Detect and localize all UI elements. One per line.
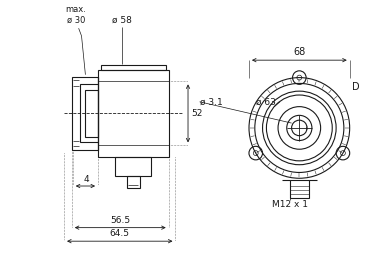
Text: 64.5: 64.5 <box>110 229 130 238</box>
Text: 4: 4 <box>84 175 90 184</box>
Text: ø 3.1: ø 3.1 <box>200 97 222 106</box>
Text: 56.5: 56.5 <box>110 216 130 225</box>
Bar <box>98 70 169 157</box>
Text: M12 x 1: M12 x 1 <box>272 200 308 209</box>
Bar <box>290 180 309 198</box>
Bar <box>127 176 140 188</box>
Text: D: D <box>352 82 359 92</box>
Bar <box>101 65 166 70</box>
Bar <box>80 84 98 142</box>
Text: max.
ø 30: max. ø 30 <box>65 5 86 24</box>
Text: ø 63: ø 63 <box>256 97 276 106</box>
Bar <box>86 90 98 137</box>
Text: 68: 68 <box>293 47 305 57</box>
Bar <box>72 77 98 150</box>
Text: ø 58: ø 58 <box>112 15 132 24</box>
Text: 52: 52 <box>191 109 202 118</box>
Bar <box>115 157 151 176</box>
